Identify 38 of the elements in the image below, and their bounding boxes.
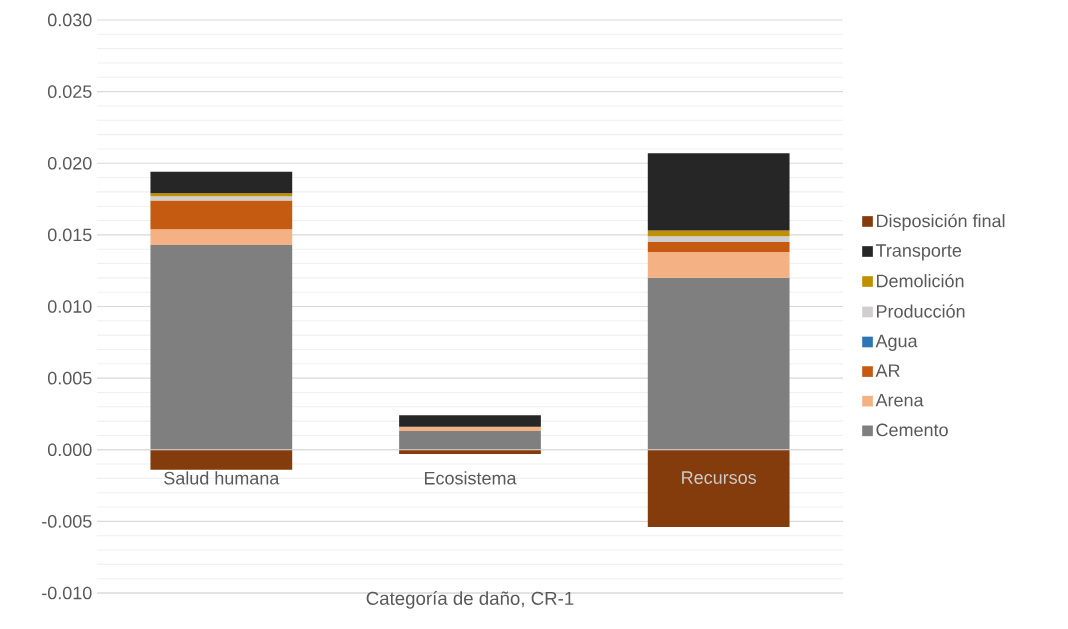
legend-label: Producción <box>877 304 965 318</box>
bar <box>399 415 541 427</box>
bar <box>399 426 541 432</box>
bar <box>647 449 790 528</box>
y-tick-label: 0.015 <box>47 228 92 242</box>
y-tick-label: -0.010 <box>42 586 92 600</box>
legend-label: Transporte <box>875 244 962 261</box>
x-tick-label: Salud humana <box>164 471 280 485</box>
bar <box>399 449 541 455</box>
y-tick-label: 0.020 <box>47 156 92 170</box>
y-tick-label: 0.030 <box>47 13 92 27</box>
x-tick-label: Ecosistema <box>424 471 517 485</box>
bar <box>647 153 790 231</box>
y-tick-label: 0.000 <box>47 443 92 457</box>
bar <box>150 200 293 230</box>
bar <box>150 196 293 201</box>
x-axis-title: Categoría de daño, CR-1 <box>366 591 574 609</box>
bar <box>150 171 293 194</box>
x-tick-label: Recursos <box>682 471 757 484</box>
legend-label: Demolición <box>877 273 964 288</box>
bar <box>399 431 541 450</box>
y-tick-label: 0.010 <box>47 300 92 313</box>
legend-label: Arena <box>875 393 924 407</box>
y-tick-label: 0.005 <box>47 371 92 385</box>
bar <box>647 242 790 253</box>
legend-label: AR <box>875 364 900 377</box>
bar <box>647 252 790 278</box>
bar <box>150 229 293 245</box>
legend-label: Cemento <box>876 423 948 437</box>
bar <box>150 244 293 450</box>
legend-label: Disposición final <box>877 213 1005 231</box>
legend-label: Agua <box>875 334 918 351</box>
bar <box>150 193 293 197</box>
bar <box>150 449 293 470</box>
y-tick-label: 0.025 <box>47 85 92 98</box>
y-tick-label: -0.005 <box>42 515 92 528</box>
bar <box>647 277 790 450</box>
bar <box>647 236 790 243</box>
